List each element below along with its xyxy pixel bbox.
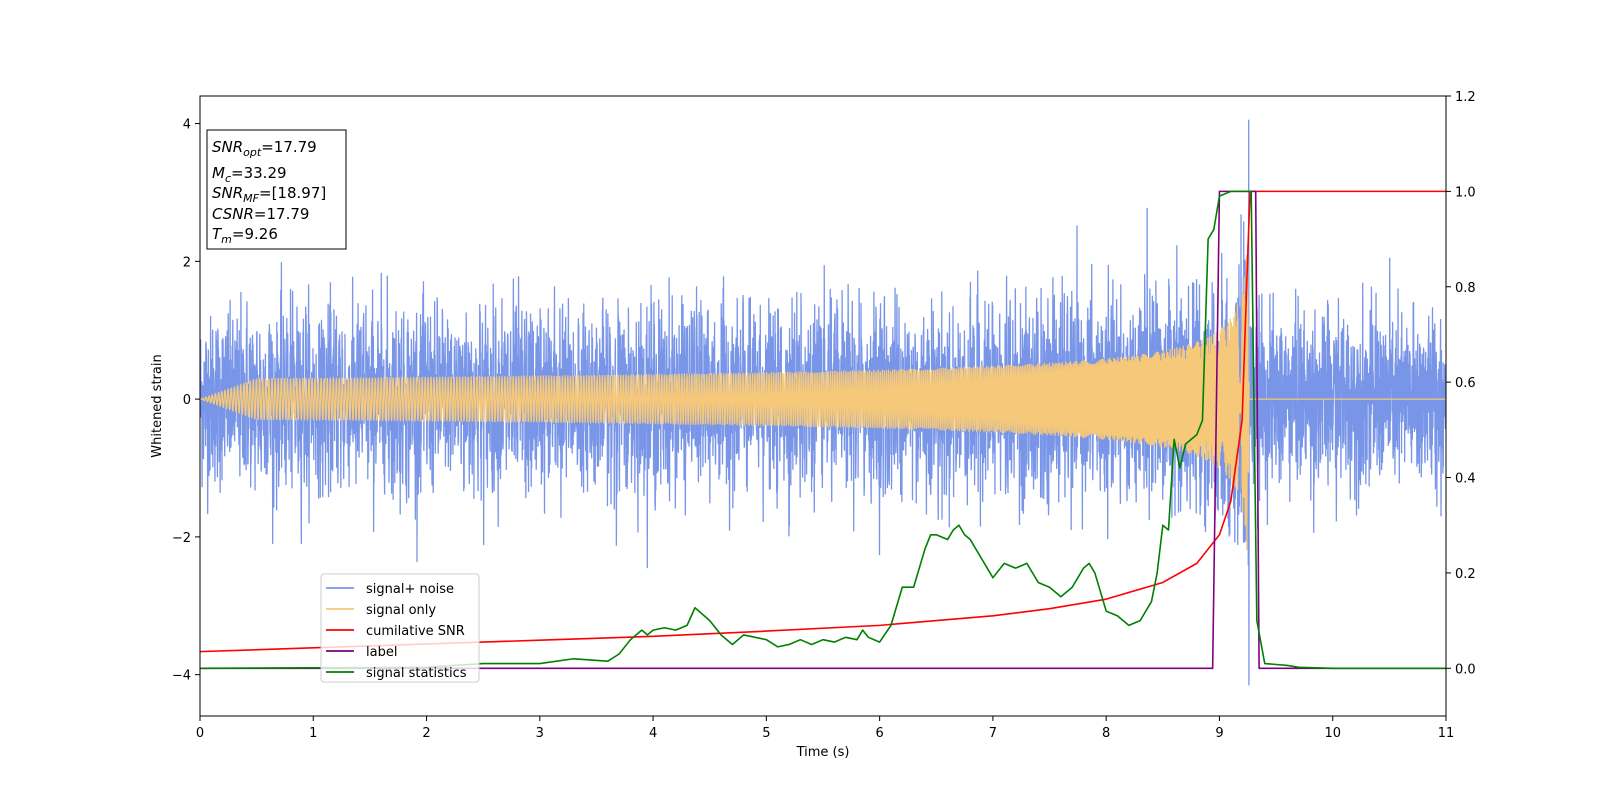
- y2-tick-label: 0.4: [1455, 472, 1476, 487]
- x-tick-label: 4: [649, 726, 657, 741]
- legend-label: signal only: [366, 603, 436, 618]
- x-tick-label: 8: [1102, 726, 1110, 741]
- x-tick-label: 11: [1438, 726, 1455, 741]
- x-axis-label: Time (s): [796, 745, 850, 760]
- info-snr-mf: SNRMF=[18.97]: [212, 184, 326, 205]
- legend-frame: [320, 573, 480, 683]
- legend-label: cumilative SNR: [366, 624, 465, 639]
- info-snr-opt: SNRopt=17.79: [212, 138, 317, 159]
- y2-tick-label: 0.6: [1455, 376, 1476, 391]
- x-tick-label: 1: [309, 726, 317, 741]
- axes-frame: [199, 95, 1447, 717]
- plot-area: [200, 119, 1446, 686]
- info-tm: Tm=9.26: [212, 225, 278, 246]
- y2-tick-label: 1.2: [1455, 90, 1476, 105]
- series-line-cumilative-snr: [200, 190, 1446, 653]
- y2-tick-label: 1.0: [1455, 185, 1476, 200]
- y-tick-label: −2: [172, 531, 191, 546]
- y-tick-label: 2: [183, 255, 191, 270]
- series-layer: [200, 119, 1446, 686]
- y-axis-left: −4 −2 0 2 4: [172, 118, 200, 684]
- x-tick-label: 7: [989, 726, 997, 741]
- info-csnr: CSNR=17.79: [212, 205, 309, 223]
- series-line-signal-statistics: [200, 190, 1446, 670]
- legend-label: signal+ noise: [366, 582, 454, 597]
- x-tick-label: 10: [1324, 726, 1341, 741]
- x-tick-label: 3: [536, 726, 544, 741]
- x-tick-label: 5: [762, 726, 770, 741]
- legend-label: signal statistics: [366, 666, 467, 681]
- y-tick-label: 4: [183, 118, 191, 133]
- info-box-frame: [206, 129, 347, 250]
- y-tick-label: 0: [183, 393, 191, 408]
- y-axis-label: Whitened strain: [150, 354, 165, 457]
- y2-tick-label: 0.2: [1455, 567, 1476, 582]
- y2-tick-label: 0.8: [1455, 281, 1476, 296]
- x-tick-label: 9: [1215, 726, 1223, 741]
- x-tick-label: 0: [196, 726, 204, 741]
- y-tick-label: −4: [172, 669, 191, 684]
- legend: signal+ noise signal only cumilative SNR la…: [320, 573, 480, 683]
- y2-tick-label: 0.0: [1455, 662, 1476, 677]
- x-tick-label: 6: [875, 726, 883, 741]
- x-axis: 0 1 2 3 4 5 6 7 8 9 10 11: [196, 716, 1454, 741]
- legend-label: label: [366, 645, 397, 660]
- info-box: SNRopt=17.79 Mc=33.29 SNRMF=[18.97] CSNR…: [206, 129, 347, 250]
- series-line-signal-only: [200, 243, 1446, 550]
- info-mc: Mc=33.29: [212, 164, 287, 185]
- x-tick-label: 2: [422, 726, 430, 741]
- y-axis-right: 0.0 0.2 0.4 0.6 0.8 1.0 1.2: [1446, 90, 1476, 677]
